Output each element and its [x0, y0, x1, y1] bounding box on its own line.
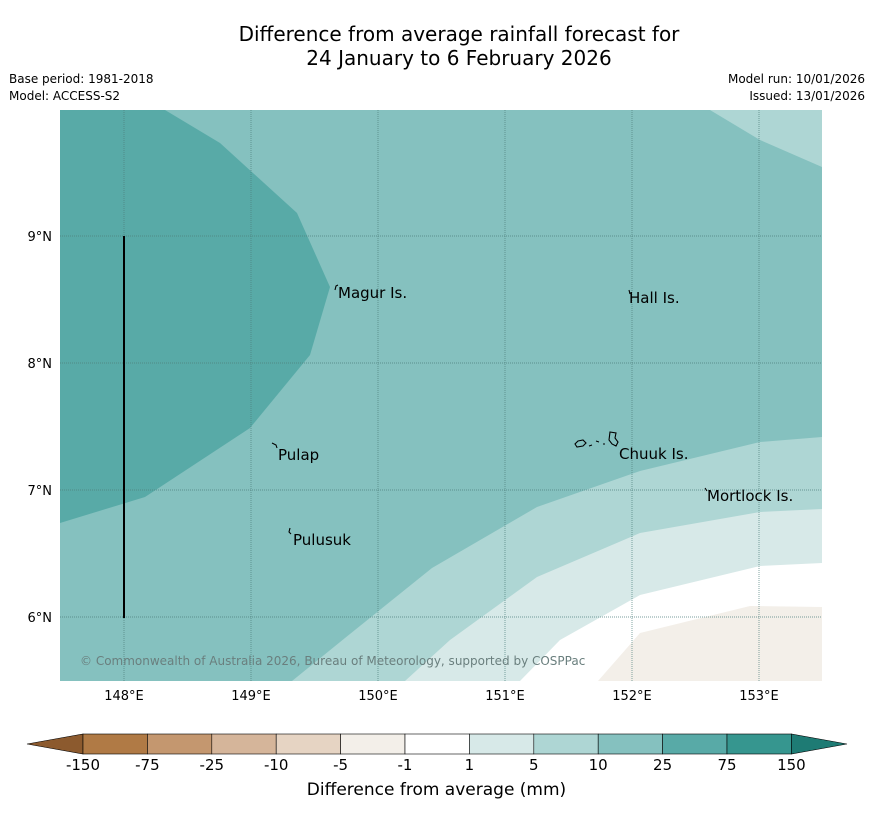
island-label-pulusuk: Pulusuk [293, 531, 351, 549]
copyright-notice: © Commonwealth of Australia 2026, Bureau… [80, 654, 585, 668]
contour-fills [60, 110, 822, 681]
lon-label-151: 151°E [485, 689, 525, 704]
chuuk-island-shape [574, 431, 619, 448]
lon-label-148: 148°E [104, 689, 144, 704]
colorbar-tick-label: 10 [588, 756, 608, 774]
colorbar-tick-label: 150 [777, 756, 806, 774]
island-shapes [271, 284, 708, 535]
longitude-labels: 148°E 149°E 150°E 151°E 152°E 153°E [104, 689, 779, 704]
colorbar-tick-label: -25 [199, 756, 225, 774]
colorbar-swatch--5_-1 [340, 733, 406, 755]
colorbar-swatch--150_-75 [82, 733, 148, 755]
colorbar-swatch--10_-5 [275, 733, 341, 755]
lon-label-153: 153°E [739, 689, 779, 704]
colorbar-swatch-5_10 [533, 733, 599, 755]
magur-island-shape [334, 284, 339, 291]
island-label-magur: Magur Is. [338, 284, 407, 302]
colorbar-tick-label: 25 [653, 756, 673, 774]
colorbar-tick-label: -10 [263, 756, 289, 774]
colorbar-swatch-75_150 [726, 733, 792, 755]
lat-label-9n: 9°N [28, 230, 53, 245]
colorbar-tick-label: -5 [333, 756, 349, 774]
lon-label-150: 150°E [358, 689, 398, 704]
fill-5-10-northeast [710, 110, 822, 167]
lon-label-152: 152°E [612, 689, 652, 704]
island-label-hall: Hall Is. [629, 289, 680, 307]
colorbar-label: Difference from average (mm) [306, 780, 567, 800]
mortlock-island-shape [704, 487, 708, 492]
lon-label-149: 149°E [231, 689, 271, 704]
pulusuk-island-shape [288, 527, 292, 535]
lat-label-8n: 8°N [28, 357, 53, 372]
meta-left: Base period: 1981-2018 Model: ACCESS-S2 [9, 71, 154, 105]
island-label-mortlock: Mortlock Is. [707, 487, 793, 505]
latitude-labels: 9°N 8°N 7°N 6°N [28, 230, 53, 626]
map-title: Difference from average rainfall forecas… [0, 22, 873, 70]
colorbar-tick-label: 1 [464, 756, 475, 774]
model-run: Model run: 10/01/2026 [727, 72, 865, 86]
fill-25-75 [60, 110, 330, 523]
model-name: Model: ACCESS-S2 [9, 89, 121, 103]
colorbar-tick-label: 75 [717, 756, 737, 774]
colorbar-extend-high [791, 733, 848, 755]
fill-minus-1-5 [598, 606, 822, 681]
hall-island-shape [628, 289, 631, 295]
colorbar-swatch-25_75 [662, 733, 728, 755]
title-line-1: Difference from average rainfall forecas… [238, 22, 680, 46]
colorbar-tick-label: 5 [529, 756, 539, 774]
meta-right: Model run: 10/01/2026 Issued: 13/01/2026 [728, 71, 865, 105]
colorbar-swatch-10_25 [597, 733, 663, 755]
base-period: Base period: 1981-2018 [9, 72, 154, 86]
colorbar-extend-low [26, 733, 84, 755]
pulap-island-shape [271, 442, 278, 449]
island-labels: Magur Is. Hall Is. Pulap Chuuk Is. Mortl… [278, 284, 793, 549]
colorbar-swatch--1_1 [404, 733, 470, 755]
colorbar-tick-label: -150 [65, 756, 101, 774]
colorbar [26, 733, 848, 755]
issued-date: Issued: 13/01/2026 [749, 89, 865, 103]
graticule [60, 110, 822, 681]
island-label-chuuk: Chuuk Is. [619, 445, 688, 463]
title-line-2: 24 January to 6 February 2026 [306, 46, 612, 70]
colorbar-swatch--75_-25 [147, 733, 213, 755]
colorbar-tick-label: -1 [397, 756, 413, 774]
colorbar-tick-label: -75 [135, 756, 160, 774]
island-label-pulap: Pulap [278, 446, 319, 464]
colorbar-swatch-1_5 [469, 733, 535, 755]
lat-label-6n: 6°N [28, 611, 53, 626]
colorbar-swatch--25_-10 [211, 733, 277, 755]
lat-label-7n: 7°N [28, 484, 53, 499]
